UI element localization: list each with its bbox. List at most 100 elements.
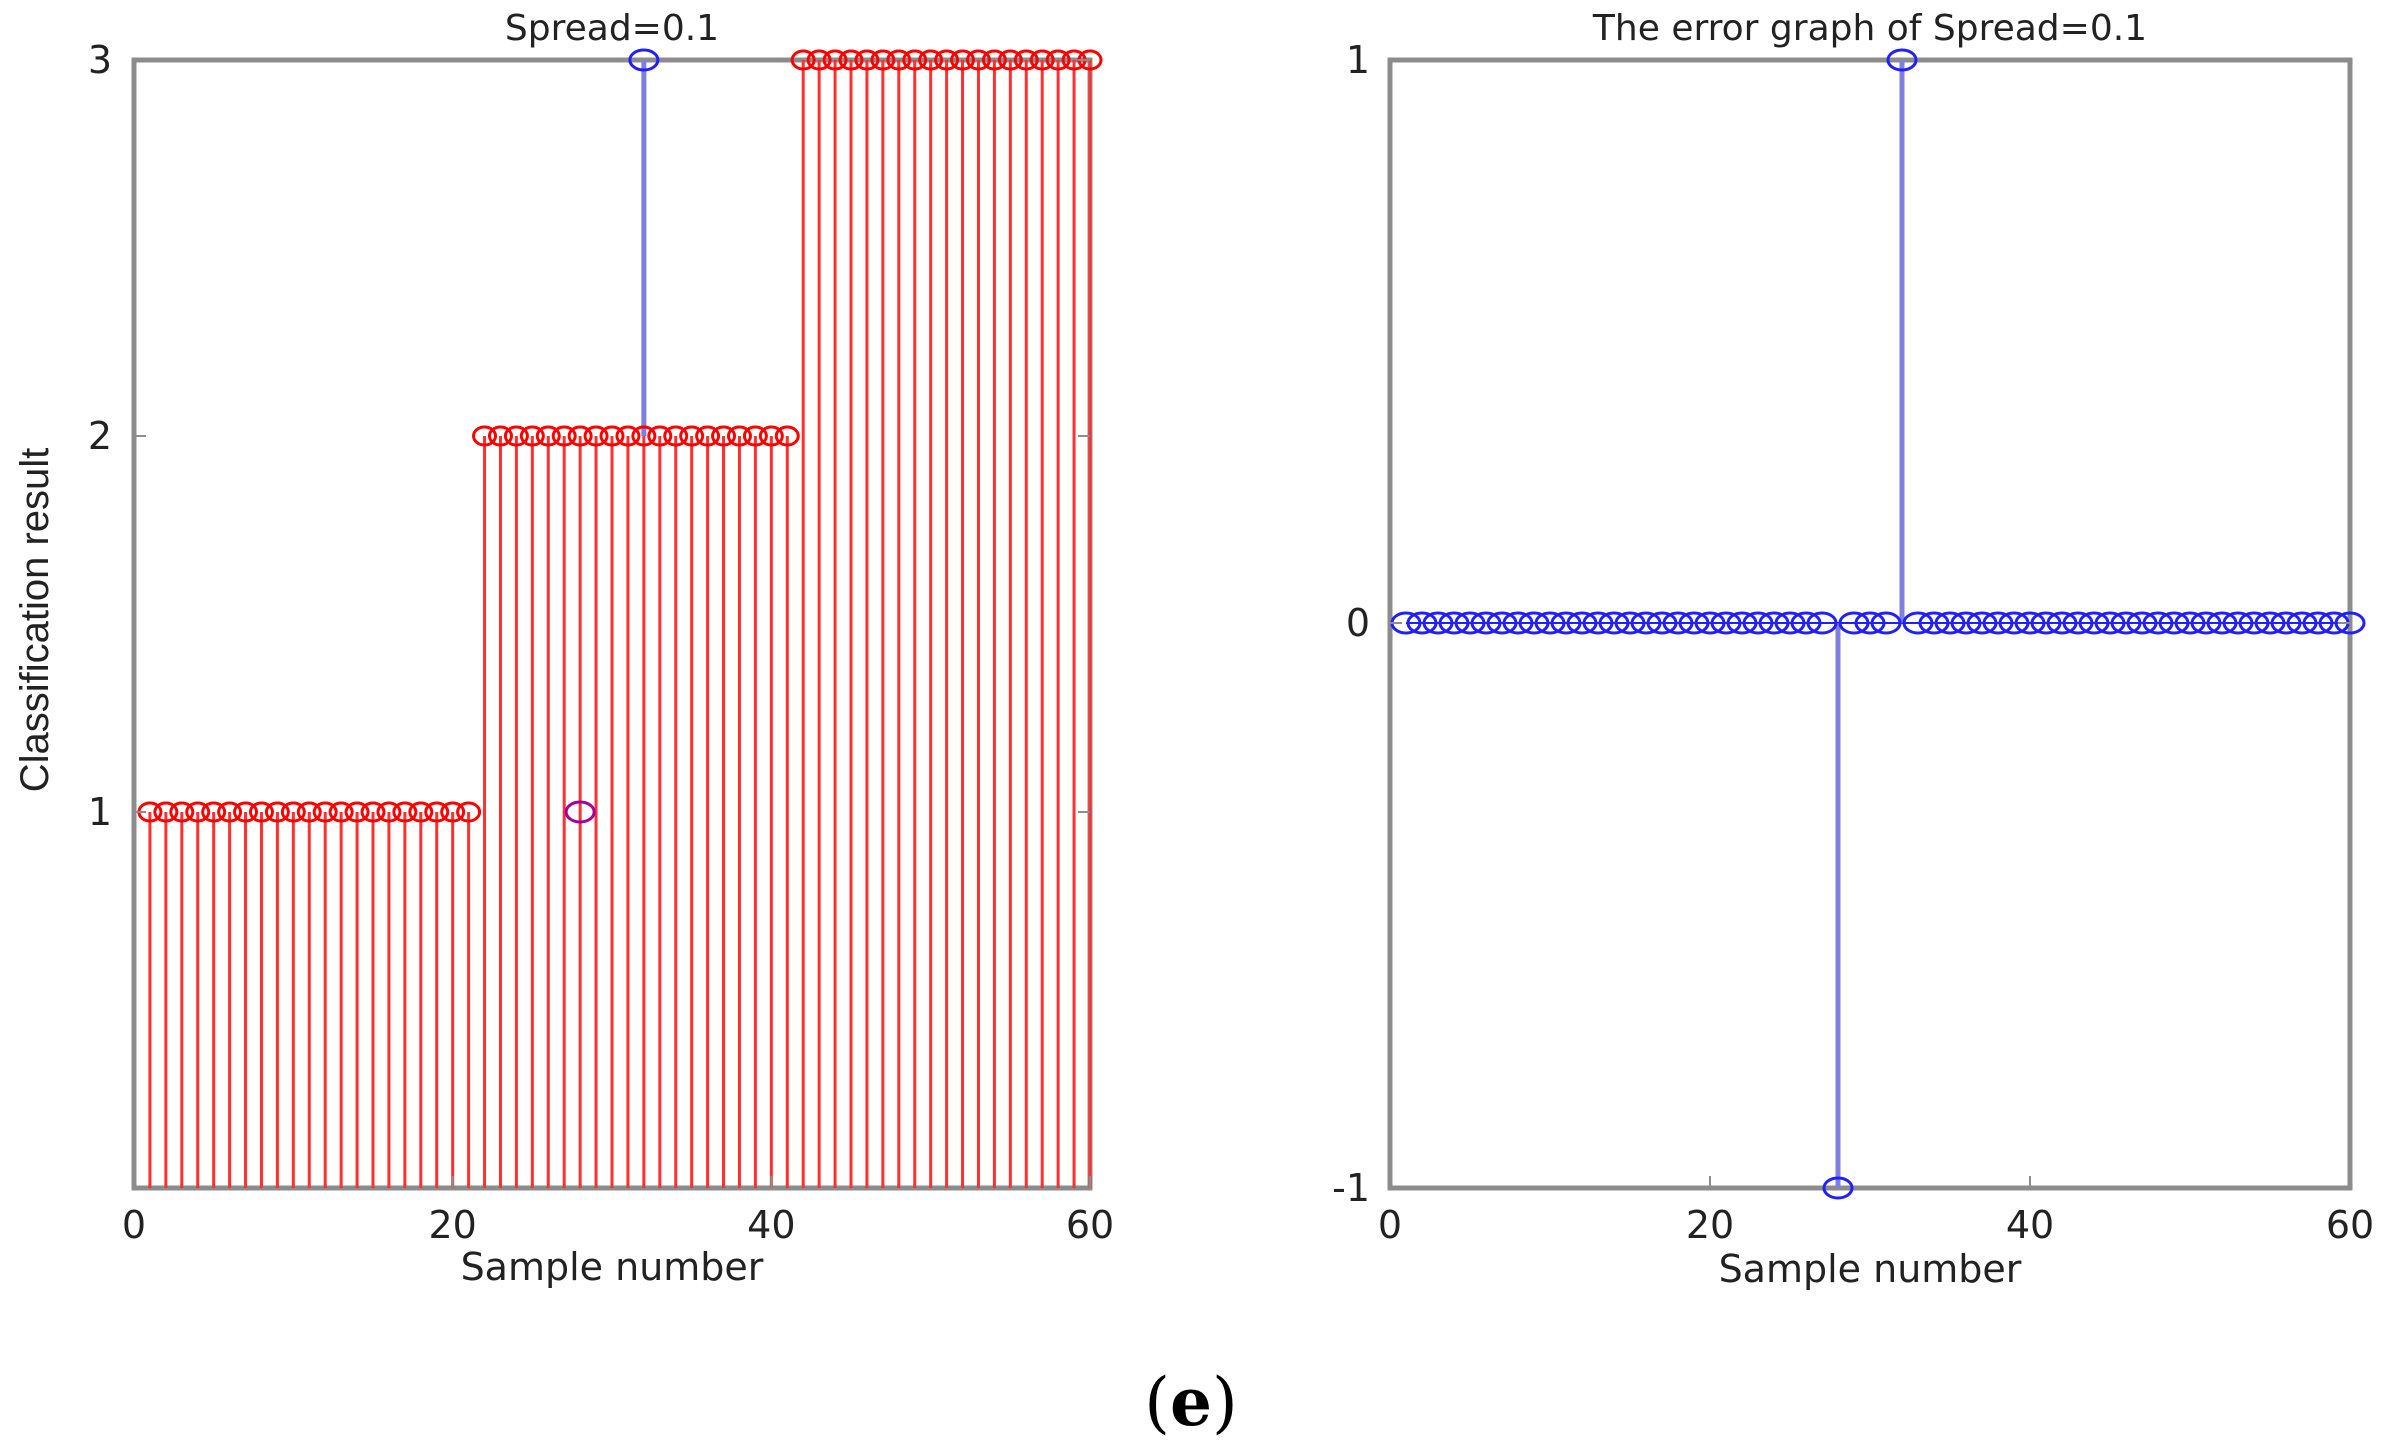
caption-close-paren: ) (1212, 1364, 1238, 1441)
classification-point-actual (886, 49, 912, 71)
classification-point-actual (758, 425, 784, 447)
classification-point-actual (551, 425, 577, 447)
error-point (1406, 611, 1438, 635)
classification-point-actual (950, 49, 976, 71)
classification-point-actual (280, 801, 306, 823)
classification-point-actual (376, 801, 402, 823)
caption-letter: e (1170, 1363, 1212, 1441)
error-point (1502, 611, 1534, 635)
classification-point-actual (726, 425, 752, 447)
error-point (1742, 611, 1774, 635)
classification-point-actual (201, 801, 227, 823)
error-point (1486, 611, 1518, 635)
classification-point-actual (392, 801, 418, 823)
classification-point-actual (424, 801, 450, 823)
classification-point-actual (822, 49, 848, 71)
error-point (1566, 611, 1598, 635)
error-point (1518, 611, 1550, 635)
error-point (1598, 611, 1630, 635)
classification-point-actual (169, 801, 195, 823)
classification-point-actual (408, 801, 434, 823)
classification-point-actual (217, 801, 243, 823)
classification-point-actual (487, 425, 513, 447)
classification-point-actual (663, 425, 689, 447)
classification-point-actual (1045, 49, 1071, 71)
classification-point-actual (838, 49, 864, 71)
error-point (1710, 611, 1742, 635)
error-xlabel: Sample number (1719, 1247, 2022, 1291)
error-point (1582, 611, 1614, 635)
classification-point-actual (742, 425, 768, 447)
classification-point-actual (583, 425, 609, 447)
error-xtick-label: 0 (1378, 1203, 1402, 1247)
error-point (1662, 611, 1694, 635)
classification-point-actual (344, 801, 370, 823)
classification-point-actual (312, 801, 338, 823)
classification-point-actual (934, 49, 960, 71)
classification-point-actual (360, 801, 386, 823)
figure-caption: (e) (1144, 1363, 1238, 1441)
error-point (2286, 611, 2318, 635)
error-title: The error graph of Spread=0.1 (1592, 8, 2147, 49)
error-point (1614, 611, 1646, 635)
classification-xlabel: Sample number (461, 1245, 764, 1289)
classification-point-actual (997, 49, 1023, 71)
classification-point-actual (854, 49, 880, 71)
error-xtick-label: 60 (2326, 1203, 2374, 1247)
classification-point-actual (535, 425, 561, 447)
classification-point-predicted (628, 48, 660, 72)
error-point (2126, 611, 2158, 635)
classification-stems (148, 60, 1092, 1188)
classification-point-actual (981, 49, 1007, 71)
error-point (1790, 611, 1822, 635)
error-point (1630, 611, 1662, 635)
error-chart: The error graph of Spread=0.1 Sample num… (1332, 8, 2374, 1291)
classification-ytick-label: 1 (88, 790, 112, 834)
classification-ytick-label: 3 (88, 38, 112, 82)
classification-xtick-label: 60 (1066, 1203, 1114, 1247)
error-point (2142, 611, 2174, 635)
error-point (2238, 611, 2270, 635)
error-xtick-label: 20 (1686, 1203, 1734, 1247)
classification-point-actual (472, 425, 498, 447)
error-point (1950, 611, 1982, 635)
classification-point-actual (711, 425, 737, 447)
error-point (1838, 611, 1870, 635)
error-point (2334, 611, 2366, 635)
error-point (1758, 611, 1790, 635)
error-point (1438, 611, 1470, 635)
classification-point-predicted (564, 800, 596, 824)
error-point (2014, 611, 2046, 635)
classification-xtick-label: 40 (747, 1203, 795, 1247)
error-point (1726, 611, 1758, 635)
classification-tick-labels: 0 20 40 60 1 2 3 (88, 38, 1114, 1247)
classification-point-actual (902, 49, 928, 71)
classification-point-actual (615, 425, 641, 447)
error-point (1694, 611, 1726, 635)
error-markers (1390, 48, 2366, 1200)
classification-point-actual (695, 425, 721, 447)
classification-ytick-label: 2 (88, 414, 112, 458)
caption-open-paren: ( (1144, 1364, 1170, 1441)
error-point (1646, 611, 1678, 635)
error-point (1822, 1176, 1854, 1200)
error-tick-marks (1389, 59, 2351, 1189)
error-point (2206, 611, 2238, 635)
error-xtick-label: 40 (2006, 1203, 2054, 1247)
error-point (2174, 611, 2206, 635)
classification-point-actual (296, 801, 322, 823)
error-point (2302, 611, 2334, 635)
error-point (1678, 611, 1710, 635)
classification-title: Spread=0.1 (505, 8, 719, 49)
error-point (1454, 611, 1486, 635)
error-point (2062, 611, 2094, 635)
error-point (2190, 611, 2222, 635)
error-point (1854, 611, 1886, 635)
classification-point-actual (567, 425, 593, 447)
classification-point-actual (440, 801, 466, 823)
error-point (2158, 611, 2190, 635)
classification-point-actual (456, 801, 482, 823)
error-ytick-label: 1 (1346, 38, 1370, 82)
classification-point-actual (519, 425, 545, 447)
error-point (2222, 611, 2254, 635)
